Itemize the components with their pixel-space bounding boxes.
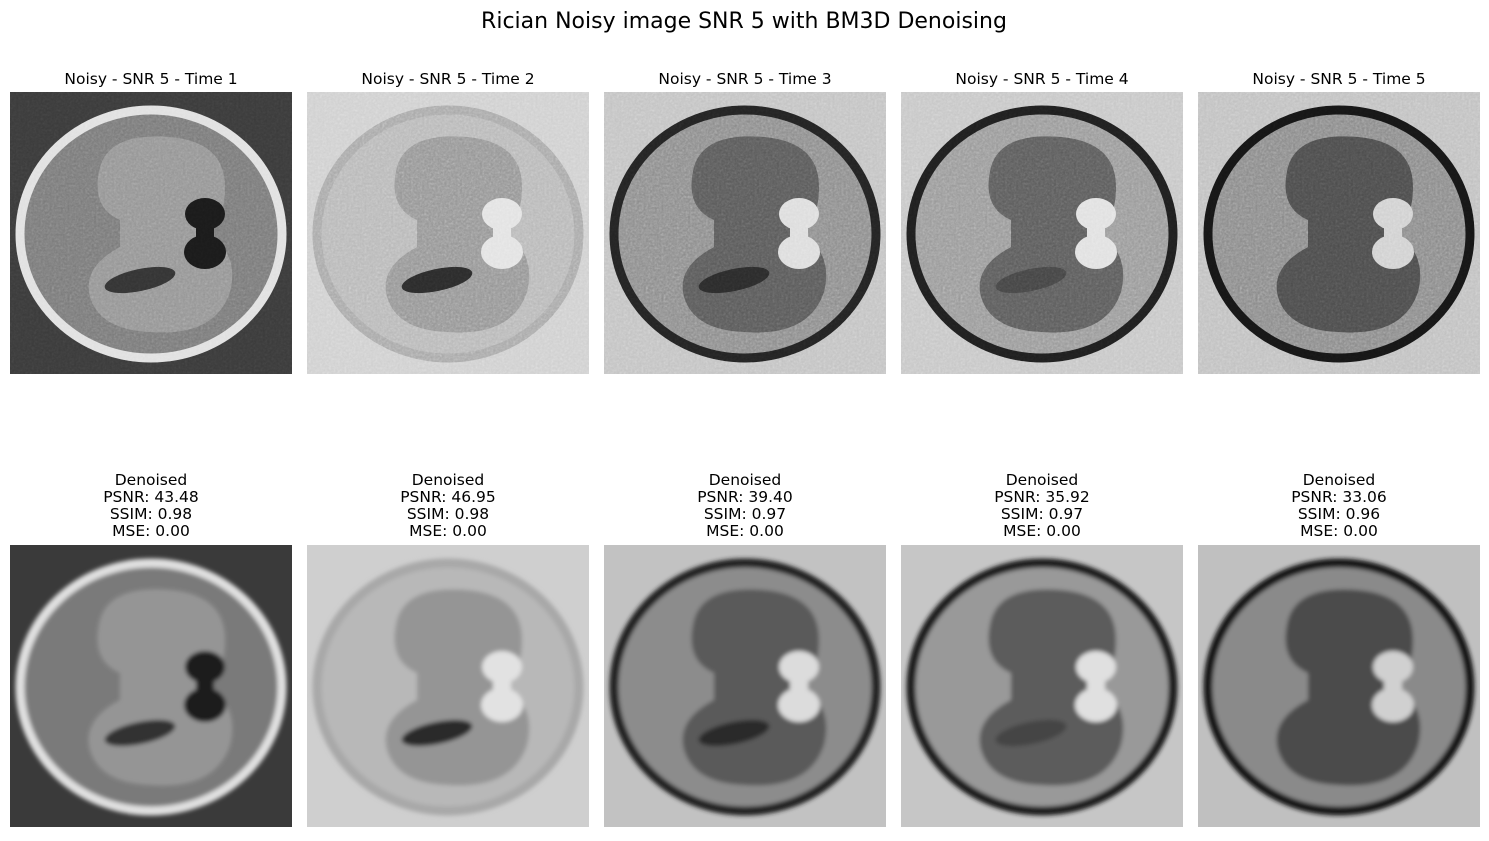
panel-caption: Denoised [1006,471,1079,489]
image-panel [901,92,1183,374]
panel-title: Noisy - SNR 5 - Time 3 [658,70,831,88]
phantom-spot [1372,688,1414,722]
image-panel [1198,92,1480,374]
phantom-ellipse [995,719,1067,747]
panel-caption: MSE: 0.00 [1003,522,1081,540]
phantom-spot [185,651,225,683]
panel-caption: PSNR: 35.92 [994,488,1090,506]
phantom-spot [196,670,214,702]
phantom [906,558,1178,816]
image-noise [10,92,292,374]
panel-caption: MSE: 0.00 [1300,522,1378,540]
panel-title: Noisy - SNR 5 - Time 2 [361,70,534,88]
panel-caption: MSE: 0.00 [112,522,190,540]
phantom-spot [1075,688,1117,722]
panel-title: Noisy - SNR 5 - Time 5 [1252,70,1425,88]
phantom-spot [790,670,808,702]
image-panel [604,92,886,374]
image-panel [307,545,589,827]
phantom-spot [779,651,819,683]
phantom [609,558,881,816]
panel-caption: PSNR: 43.48 [103,488,199,506]
panel-caption: SSIM: 0.96 [1298,505,1380,523]
panel-caption: Denoised [115,471,188,489]
phantom-spot [1384,670,1402,702]
phantom-spot [1076,651,1116,683]
image-panel [604,545,886,827]
image-panel [901,545,1183,827]
figure-title: Rician Noisy image SNR 5 with BM3D Denoi… [481,9,1007,34]
image-panel [307,92,589,374]
panel-caption: SSIM: 0.97 [704,505,786,523]
panel-caption: SSIM: 0.97 [1001,505,1083,523]
panel-caption: SSIM: 0.98 [407,505,489,523]
panel-caption: PSNR: 39.40 [697,488,793,506]
panel-title: Noisy - SNR 5 - Time 1 [64,70,237,88]
image-noise [1198,92,1480,374]
phantom [312,558,584,816]
panel-caption: SSIM: 0.98 [110,505,192,523]
panel-caption: Denoised [412,471,485,489]
panel-caption: MSE: 0.00 [409,522,487,540]
phantom-spot [493,670,511,702]
phantom-spot [184,688,226,722]
phantom-ellipse [401,719,473,747]
phantom [1203,558,1475,816]
image-panel [10,545,292,827]
panel-caption: PSNR: 46.95 [400,488,496,506]
panel-caption: Denoised [709,471,782,489]
panel-caption: MSE: 0.00 [706,522,784,540]
panel-caption: Denoised [1303,471,1376,489]
phantom-spot [778,688,820,722]
image-noise [307,92,589,374]
phantom [15,558,287,816]
image-panel [1198,545,1480,827]
phantom-spot [1087,670,1105,702]
image-panel [10,92,292,374]
phantom-spot [1373,651,1413,683]
phantom-ellipse [698,719,770,747]
phantom-spot [481,688,523,722]
panel-title: Noisy - SNR 5 - Time 4 [955,70,1128,88]
panel-caption: PSNR: 33.06 [1291,488,1387,506]
phantom-ellipse [104,719,176,747]
image-noise [901,92,1183,374]
phantom-ellipse [1292,719,1364,747]
image-noise [604,92,886,374]
phantom-spot [482,651,522,683]
